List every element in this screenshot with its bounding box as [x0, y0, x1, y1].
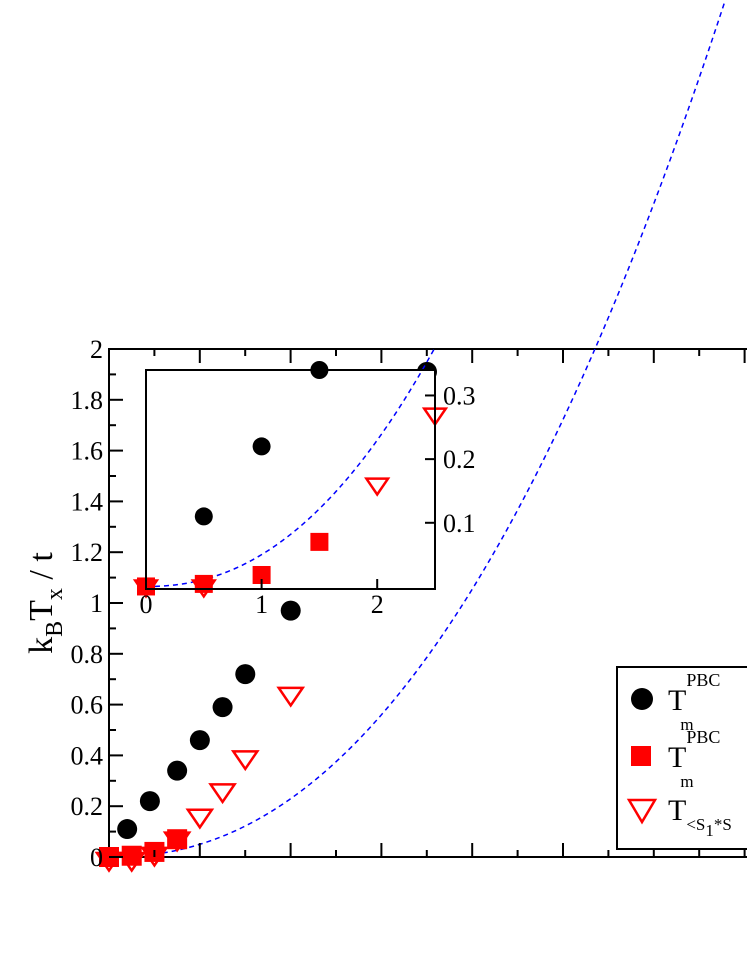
main-series-2-point	[117, 851, 147, 873]
main-series-0-point	[189, 730, 210, 751]
main-series-1-point	[121, 845, 142, 866]
legend-entry-1: TPBC m	[668, 670, 720, 734]
legend-entry-2: TPBC m	[668, 727, 720, 791]
main-series-2-point	[94, 851, 124, 873]
main-y-tick-label: 0.6	[71, 691, 104, 720]
main-series-0-point	[139, 791, 160, 812]
legend-entry-3-sub2: 1	[705, 821, 714, 840]
inset-series-2-point	[364, 477, 391, 497]
main-series-2-point	[162, 831, 192, 853]
main-series-0-point	[167, 760, 188, 781]
inset-axes: 0.1 0.2 0.3 0 1 2	[140, 381, 476, 619]
legend-entry-1-main: T	[668, 684, 686, 717]
main-series-2-point	[140, 846, 169, 868]
legend-marker-circle	[631, 688, 653, 710]
main-y-tick-label: 1.6	[71, 437, 104, 466]
inset-y-tick-label: 0.1	[443, 509, 476, 538]
legend-entry-2-main: T	[668, 741, 686, 774]
inset-plot-marks	[132, 347, 449, 599]
legend-entry-3-sub: <S	[686, 815, 705, 834]
main-series-2-point	[276, 686, 306, 708]
inset-y-tick-label: 0.3	[443, 381, 476, 410]
inset-x-tick-label: 0	[140, 590, 153, 619]
main-fit-curve	[108, 0, 727, 858]
inset-series-0-point	[194, 507, 213, 526]
inset-series-1-point	[194, 574, 213, 593]
y-axis-title-k: k	[23, 637, 60, 654]
legend-entry-3-sub3: *S	[714, 815, 732, 834]
svg-text:kBTx / t: kBTx / t	[23, 552, 68, 654]
inset-x-tick-label: 1	[255, 590, 268, 619]
inset-series-1-point	[252, 565, 271, 584]
main-y-tick-label: 1.2	[71, 538, 104, 567]
inset-y-tick-label: 0.2	[443, 445, 476, 474]
main-y-tick-label: 2	[90, 335, 103, 364]
y-axis-title-sub-x: x	[42, 588, 68, 600]
legend-entry-2-sup: PBC	[686, 727, 720, 747]
main-y-tick-label: 0	[90, 843, 103, 872]
inset-series-0-point	[252, 437, 271, 456]
main-series-2-point	[185, 808, 215, 830]
inset-background	[146, 370, 435, 589]
legend-entry-2-sub: m	[680, 772, 693, 791]
main-series-0-point	[235, 664, 256, 685]
y-axis-title-sub-b: B	[42, 621, 68, 637]
main-series-0-point	[117, 819, 138, 840]
legend: TPBC m TPBC m T<S1*S	[616, 666, 747, 850]
main-y-tick-label: 0.8	[71, 640, 104, 669]
y-axis-title-t: T	[23, 600, 60, 621]
main-y-tick-label: 1.4	[71, 487, 104, 516]
inset-x-tick-label: 2	[371, 590, 384, 619]
main-series-2-point	[208, 783, 237, 805]
main-series-2-point	[230, 750, 260, 772]
main-series-0-point	[280, 600, 301, 621]
main-y-tick-label: 0.4	[71, 741, 104, 770]
inset-plot-frame	[145, 369, 436, 590]
legend-entry-1-sub: m	[680, 715, 693, 734]
main-y-tick-label: 1.8	[71, 386, 104, 415]
legend-marker-triangle	[626, 798, 658, 825]
main-y-axis: 0 0.2 0.4 0.6 0.8 1 1.2 1.4 1.6 1.8 2	[71, 335, 746, 872]
legend-entry-1-sup: PBC	[686, 670, 720, 690]
y-axis-title-rest: / t	[23, 552, 60, 588]
legend-entry-3-main: T	[668, 794, 686, 827]
main-y-tick-label: 1	[90, 589, 103, 618]
legend-entry-3: T<S1*S	[668, 794, 732, 840]
y-axis-title: kBTx / t	[23, 552, 68, 654]
main-series-0-point	[212, 697, 233, 718]
main-y-tick-label: 0.2	[71, 792, 104, 821]
inset-series-1-point	[310, 532, 329, 551]
legend-marker-square	[631, 746, 651, 766]
